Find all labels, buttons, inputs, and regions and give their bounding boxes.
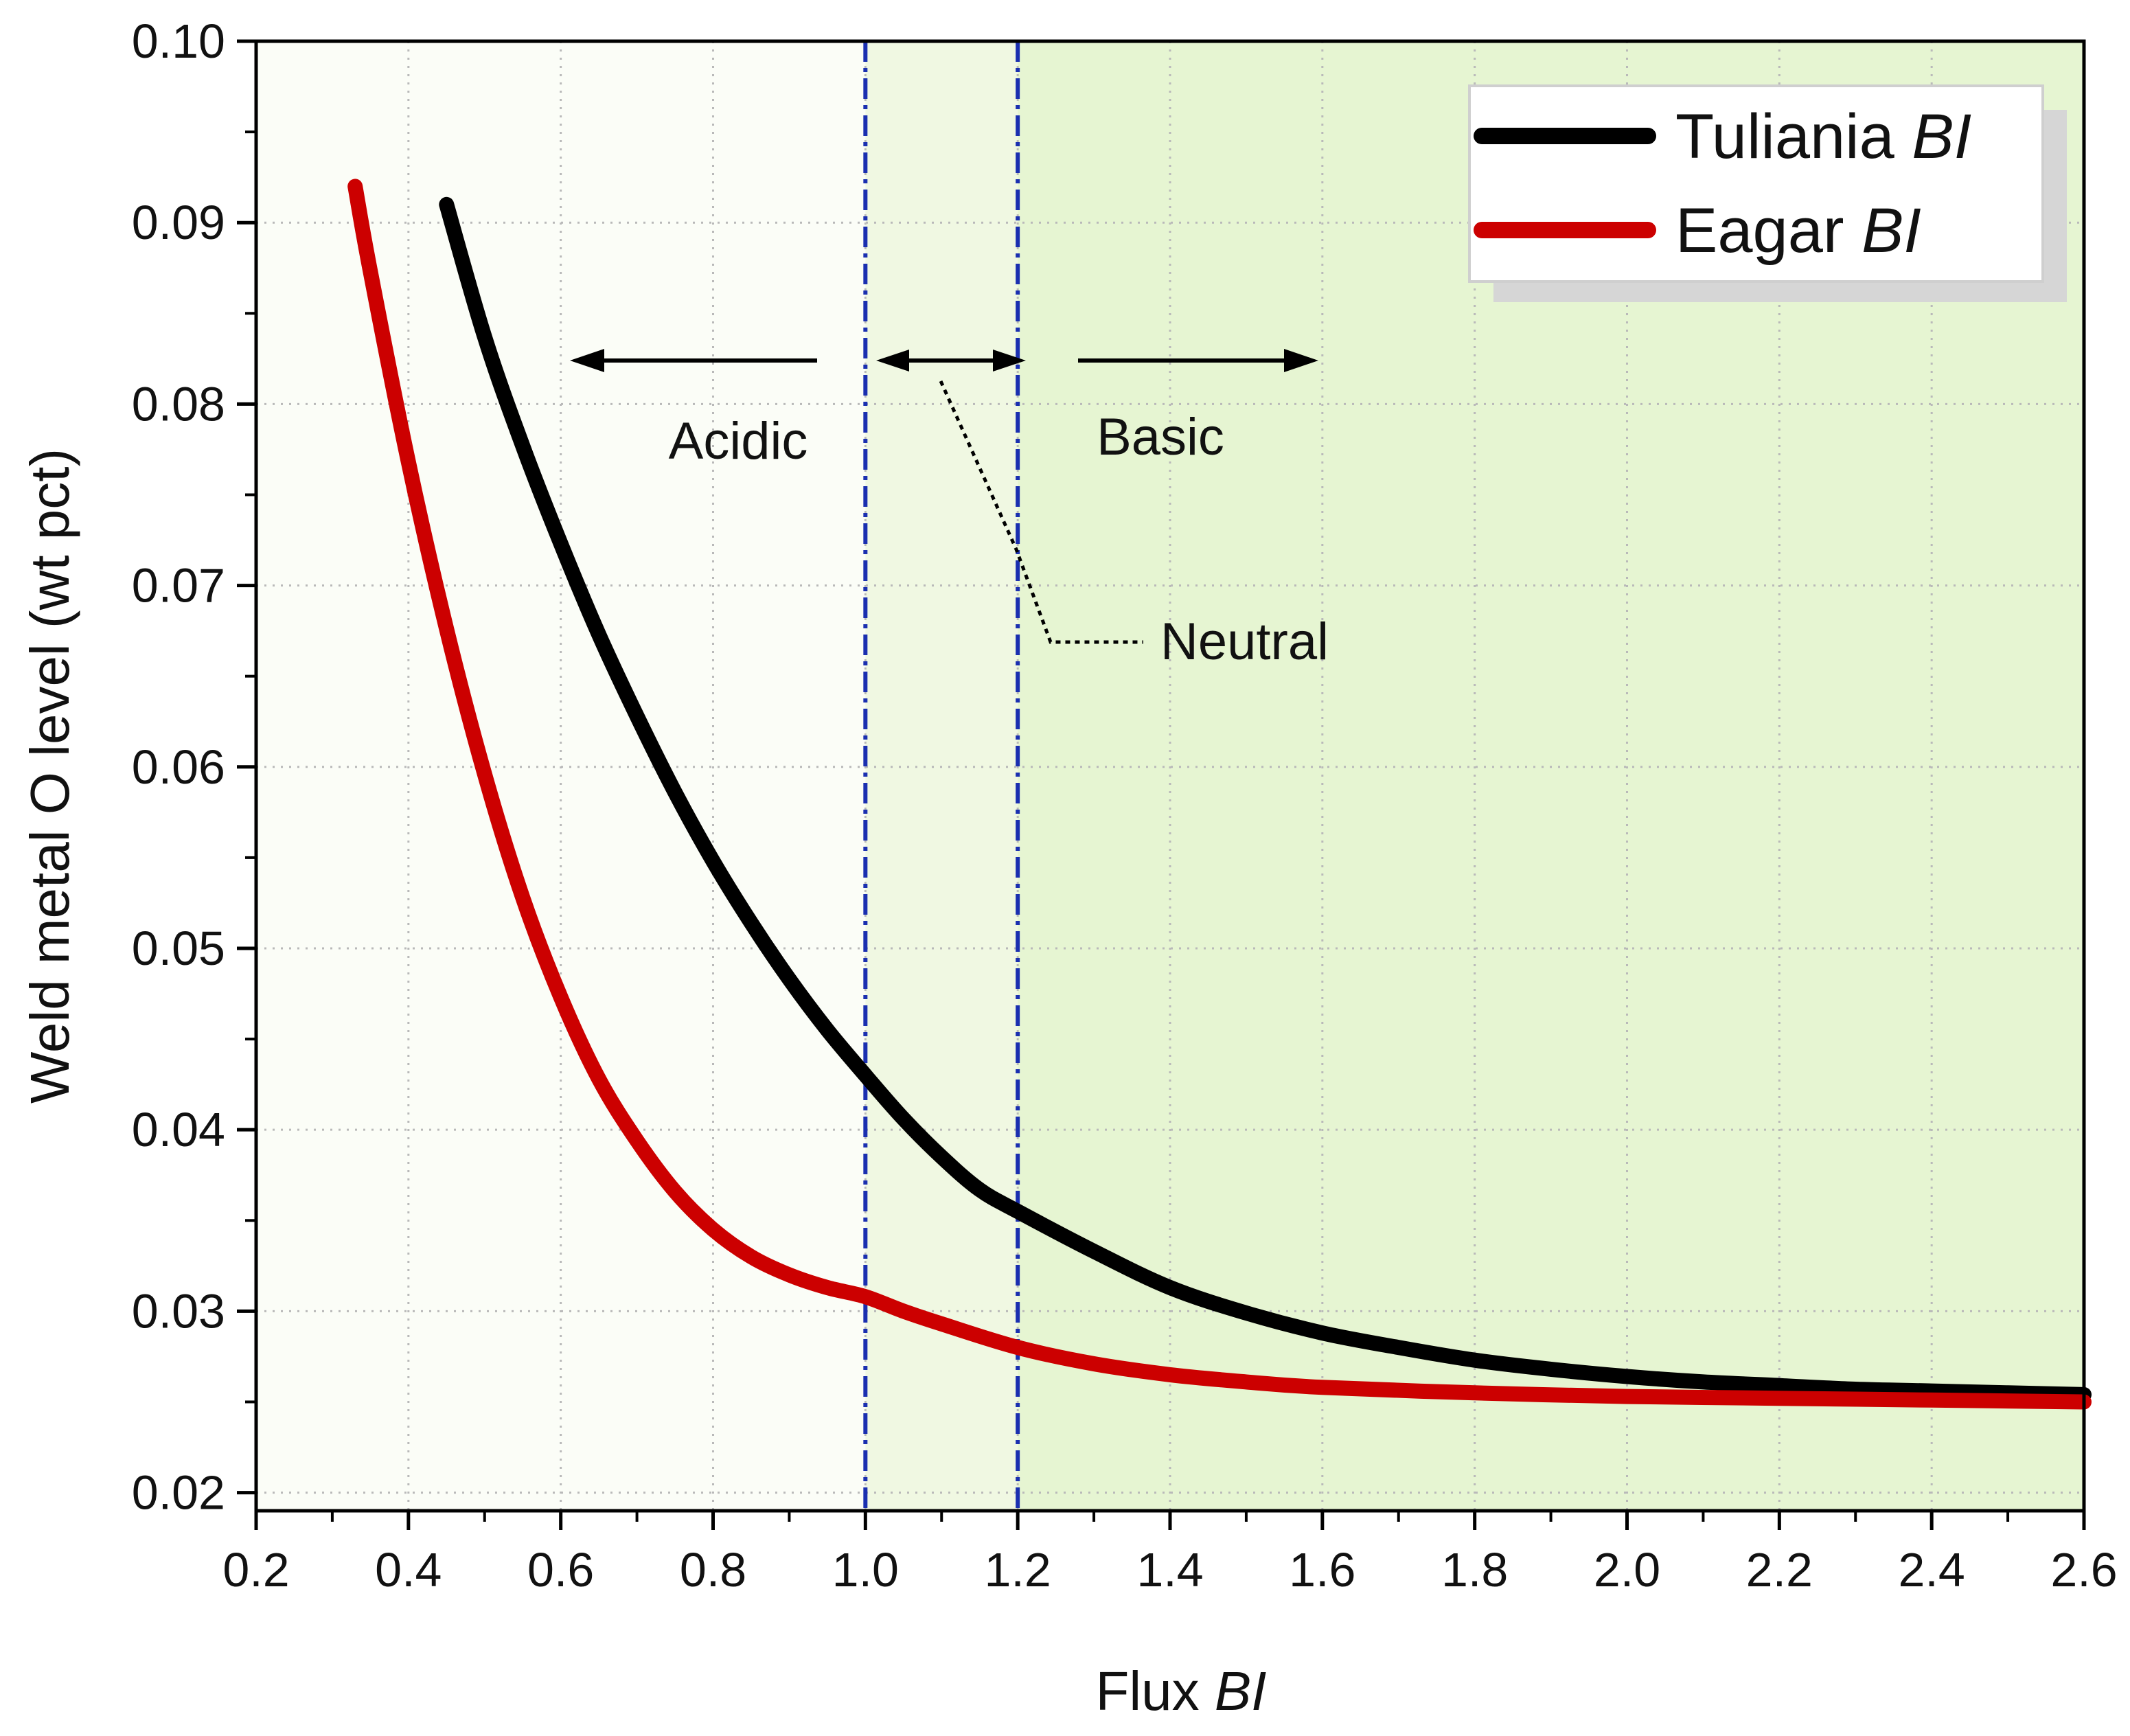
x-tick-label: 2.6 xyxy=(2050,1543,2117,1597)
background-regions xyxy=(256,41,2084,1511)
y-tick-label: 0.03 xyxy=(132,1284,225,1338)
x-tick-label: 1.8 xyxy=(1441,1543,1508,1597)
legend-label-tuliania: Tuliania BI xyxy=(1675,102,1971,172)
neutral-leader-line xyxy=(939,380,1143,644)
x-axis-title-text: Flux xyxy=(1096,1660,1200,1722)
x-tick-label: 0.2 xyxy=(222,1543,289,1597)
axis-tick-labels: 0.2 0.4 0.6 0.8 1.0 1.2 1.4 1.6 1.8 2.0 2.2 2.4 2.6 0… xyxy=(132,14,2118,1597)
basic-arrowhead xyxy=(1284,349,1318,372)
basic-label: Basic xyxy=(1097,408,1224,466)
x-tick-label: 1.6 xyxy=(1289,1543,1355,1597)
x-tick-label: 2.0 xyxy=(1594,1543,1660,1597)
y-tick-label: 0.06 xyxy=(132,740,225,794)
neutral-label: Neutral xyxy=(1160,613,1329,671)
x-axis-title-italic: BI xyxy=(1215,1660,1267,1722)
x-tick-label: 1.2 xyxy=(985,1543,1051,1597)
neutral-arrowhead-left xyxy=(876,350,909,372)
y-tick-label: 0.07 xyxy=(132,559,225,613)
legend-eagar-italic: BI xyxy=(1862,196,1921,266)
x-tick-label: 0.4 xyxy=(375,1543,442,1597)
x-tick-label: 2.2 xyxy=(1746,1543,1813,1597)
y-tick-label: 0.02 xyxy=(132,1466,225,1520)
legend-tuliania-italic: BI xyxy=(1912,102,1971,172)
legend-eagar-name: Eagar xyxy=(1675,196,1844,266)
x-tick-label: 0.6 xyxy=(527,1543,594,1597)
series-line-tuliania xyxy=(439,196,2092,1402)
y-tick-label: 0.09 xyxy=(132,196,225,249)
y-tick-label: 0.05 xyxy=(132,922,225,975)
legend: Tuliania BI Eagar BI xyxy=(1468,84,2067,302)
x-tick-label: 0.8 xyxy=(680,1543,746,1597)
x-tick-label: 2.4 xyxy=(1899,1543,1965,1597)
x-axis-title: Flux BI xyxy=(1096,1660,1267,1722)
legend-tuliania-name: Tuliania xyxy=(1675,102,1895,172)
y-tick-label: 0.10 xyxy=(132,14,225,68)
legend-label-eagar: Eagar BI xyxy=(1675,196,1921,266)
axis-ticks xyxy=(237,39,2086,1530)
legend-box xyxy=(1468,84,2044,283)
region-neutral xyxy=(865,41,1018,1511)
annotations: Acidic Basic Neutral xyxy=(570,349,1329,671)
neutral-arrowhead-right xyxy=(993,350,1026,372)
series-lines xyxy=(347,179,2092,1410)
acidic-label: Acidic xyxy=(669,412,808,470)
acidic-arrowhead xyxy=(570,349,604,372)
series-line-eagar xyxy=(347,179,2092,1410)
region-boundaries xyxy=(863,41,1020,1511)
y-tick-label: 0.08 xyxy=(132,377,225,431)
x-tick-label: 1.4 xyxy=(1136,1543,1203,1597)
y-tick-label: 0.04 xyxy=(132,1103,225,1156)
x-tick-label: 1.0 xyxy=(832,1543,899,1597)
y-axis-title: Weld metal O level (wt pct) xyxy=(19,448,80,1104)
